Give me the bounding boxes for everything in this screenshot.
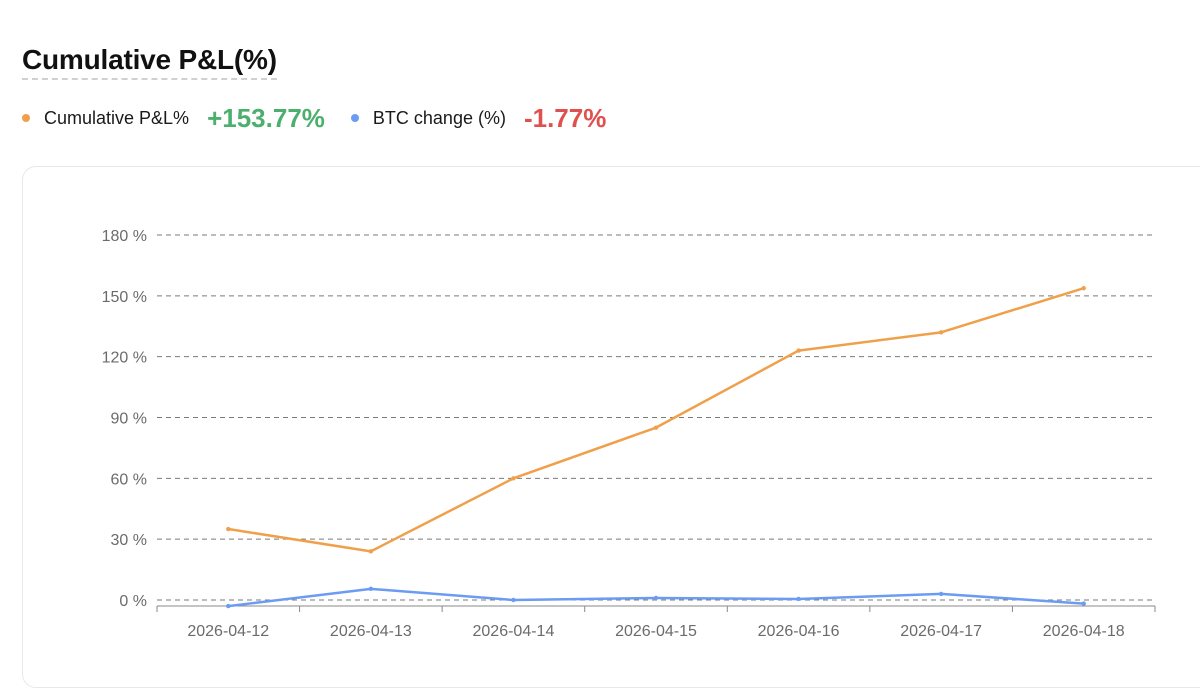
data-point-0 bbox=[511, 476, 516, 481]
legend-value-pnl: +153.77% bbox=[207, 102, 325, 133]
data-point-1 bbox=[653, 595, 659, 601]
y-tick-label: 60 % bbox=[111, 471, 147, 488]
chart-title: Cumulative P&L(%) bbox=[22, 44, 277, 80]
data-point-1 bbox=[226, 603, 231, 609]
y-tick-label: 90 % bbox=[111, 411, 147, 428]
data-point-0 bbox=[1081, 285, 1086, 291]
x-tick-label: 2026-04-15 bbox=[615, 623, 697, 640]
line-chart: 0 % 30 % 60 % 90 % 120 % 150 % 180 % 2026-04-12… bbox=[102, 228, 1156, 640]
x-tick-label: 2026-04-12 bbox=[187, 623, 269, 640]
data-point-0 bbox=[796, 348, 801, 353]
legend-item-pnl[interactable]: Cumulative P&L% +153.77% bbox=[22, 103, 351, 134]
legend-label-btc: BTC change (%) bbox=[372, 107, 506, 128]
data-point-0 bbox=[368, 549, 374, 554]
data-point-1 bbox=[511, 597, 516, 603]
x-tick-label: 2026-04-18 bbox=[1043, 623, 1125, 640]
y-tick-label: 150 % bbox=[102, 289, 147, 306]
legend-dot-pnl bbox=[22, 114, 30, 122]
legend-item-btc[interactable]: BTC change (%) -1.77% bbox=[350, 102, 632, 134]
y-tick-label: 120 % bbox=[102, 350, 147, 367]
data-point-1 bbox=[1081, 601, 1086, 606]
x-tick-label: 2026-04-17 bbox=[900, 623, 982, 640]
x-tick-label: 2026-04-14 bbox=[473, 623, 555, 640]
x-tick-label: 2026-04-16 bbox=[758, 623, 840, 640]
series-line-0 bbox=[227, 286, 1085, 553]
legend-value-btc: -1.77% bbox=[523, 102, 607, 133]
data-point-1 bbox=[368, 586, 374, 592]
data-point-0 bbox=[653, 425, 659, 430]
y-tick-label: 30 % bbox=[111, 532, 147, 549]
y-tick-label: 180 % bbox=[102, 228, 147, 245]
chart-card: 0 % 30 % 60 % 90 % 120 % 150 % 180 % 2026-04-12… bbox=[22, 166, 1200, 688]
x-tick-label: 2026-04-13 bbox=[330, 623, 412, 640]
data-point-0 bbox=[226, 526, 231, 532]
data-point-0 bbox=[938, 330, 944, 335]
data-point-1 bbox=[796, 596, 801, 602]
legend-label-pnl: Cumulative P&L% bbox=[44, 107, 190, 128]
legend-dot-btc bbox=[350, 114, 359, 122]
data-point-1 bbox=[938, 591, 944, 597]
legend: Cumulative P&L% +153.77% BTC change (%) … bbox=[22, 100, 632, 136]
y-tick-label: 0 % bbox=[119, 593, 147, 610]
